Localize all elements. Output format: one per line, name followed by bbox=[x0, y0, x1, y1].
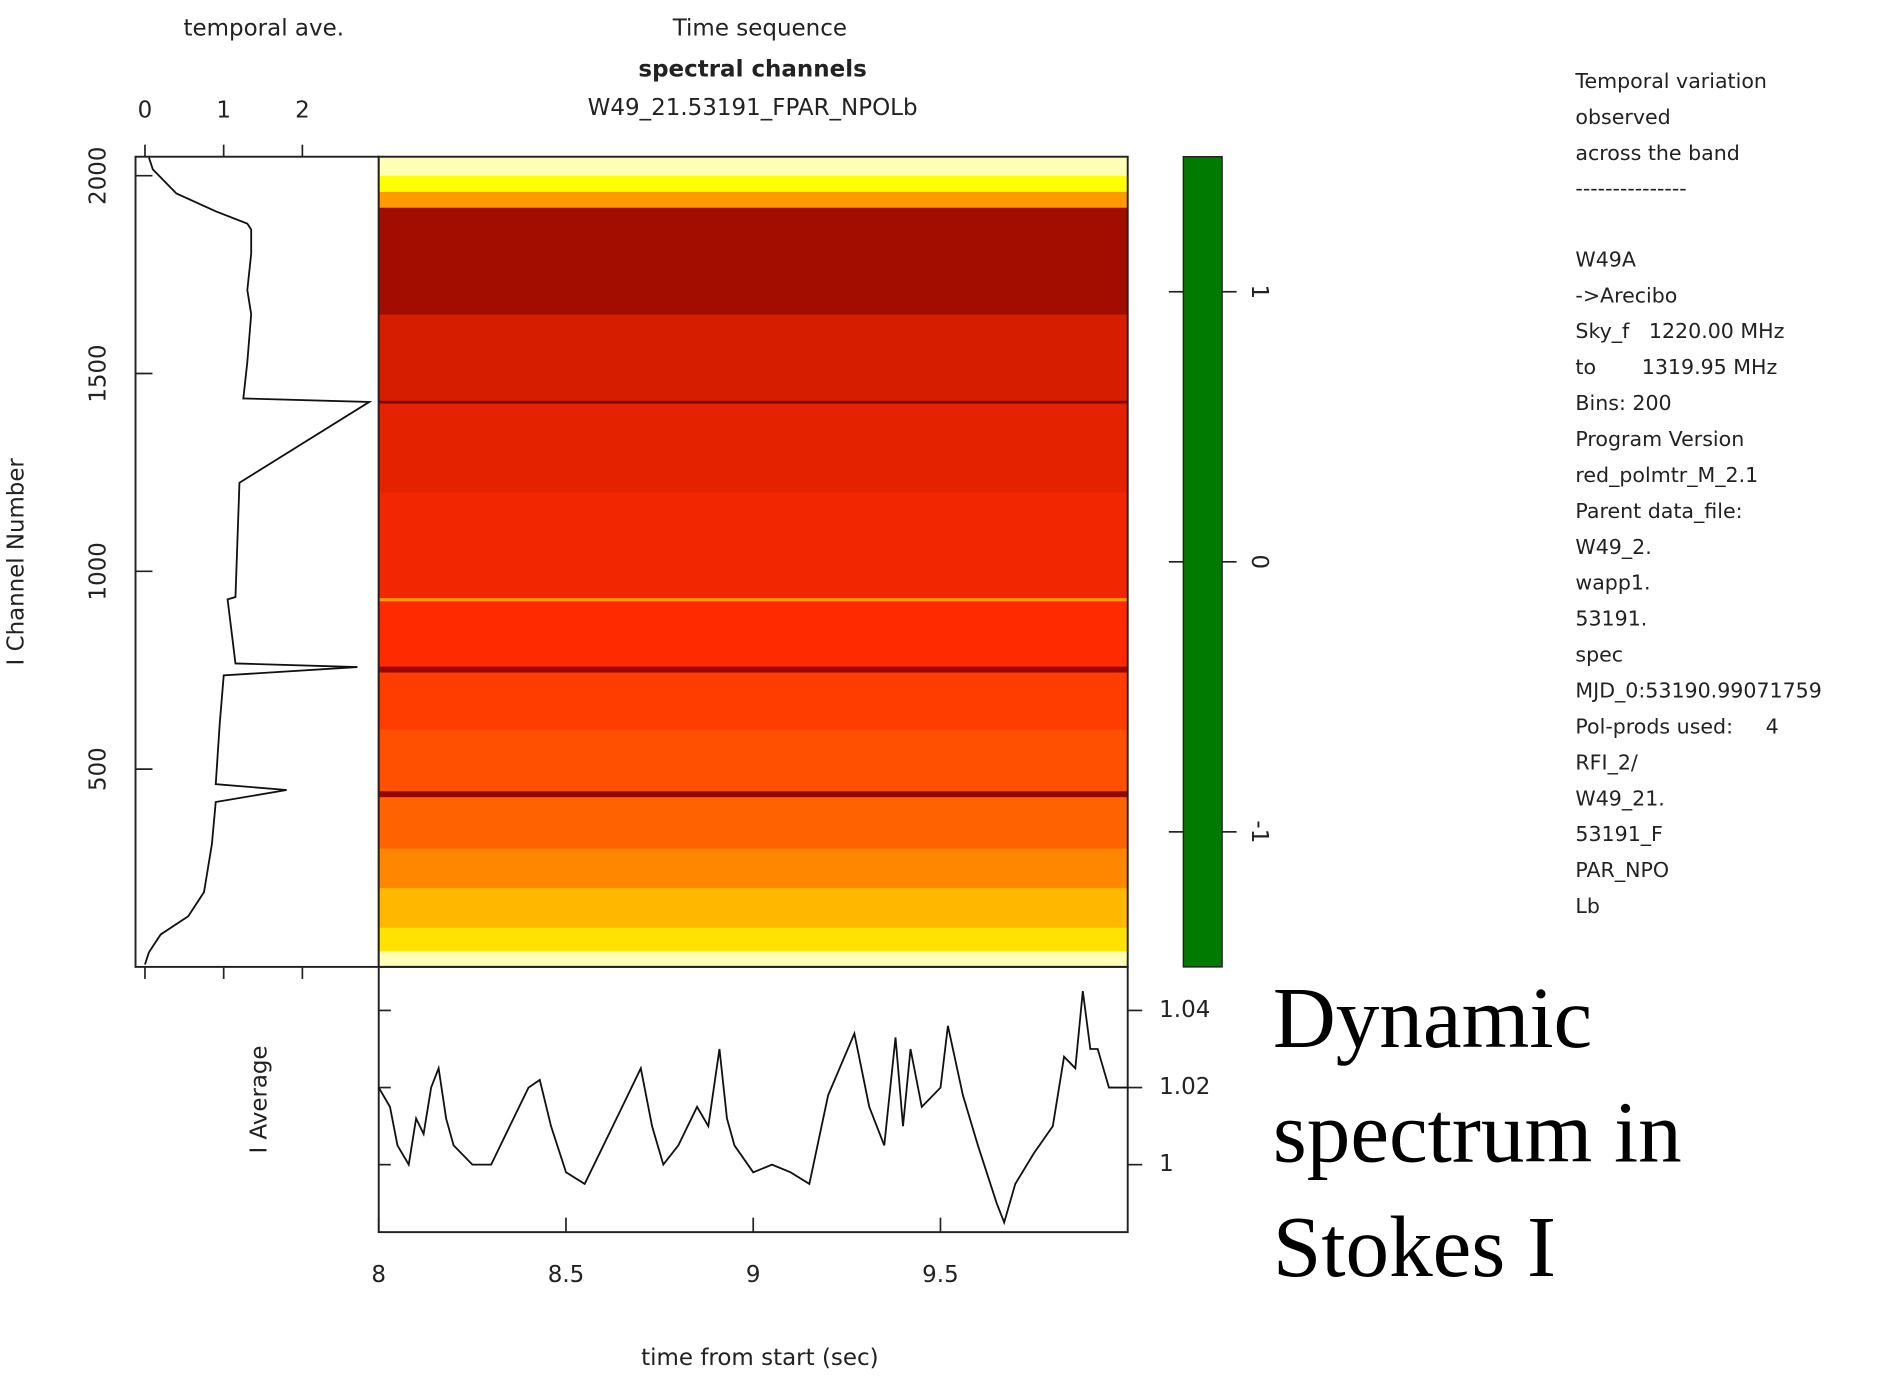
colorbar-tick-label: 1 bbox=[1246, 284, 1272, 299]
info-text: to 1319.95 MHz bbox=[1575, 355, 1777, 379]
y-tick-label: 1.02 bbox=[1159, 1074, 1210, 1100]
chart-title: Time sequence bbox=[672, 15, 847, 41]
y-tick-label: 500 bbox=[86, 747, 112, 791]
info-text: RFI_2/ bbox=[1575, 750, 1638, 774]
colorbar-tick-label: -1 bbox=[1246, 820, 1272, 843]
x-axis-label: time from start (sec) bbox=[641, 1345, 879, 1371]
heatmap-band bbox=[378, 729, 1128, 792]
heatmap-band bbox=[378, 156, 1128, 177]
info-text: Program Version bbox=[1575, 427, 1744, 451]
heatmap-band bbox=[378, 400, 1128, 404]
info-text: Sky_f 1220.00 MHz bbox=[1575, 319, 1784, 343]
info-text: W49_21. bbox=[1575, 786, 1664, 810]
colorbar bbox=[1182, 156, 1223, 968]
heatmap-band bbox=[378, 927, 1128, 952]
heatmap-band bbox=[378, 796, 1128, 849]
heatmap-band bbox=[378, 672, 1128, 730]
x-tick-label: 8 bbox=[371, 1262, 386, 1288]
x-tick-label: 1 bbox=[216, 97, 231, 123]
annotation: spectrum in bbox=[1273, 1085, 1682, 1181]
heatmap-band bbox=[378, 790, 1128, 798]
average-line bbox=[377, 991, 1128, 1226]
info-text: PAR_NPO bbox=[1575, 858, 1669, 882]
info-text: MJD_0:53190.99071759 bbox=[1575, 679, 1821, 703]
info-text: 53191_F bbox=[1575, 822, 1662, 846]
x-tick-label: 9.5 bbox=[922, 1262, 959, 1288]
y-axis-label: I Channel Number bbox=[3, 458, 29, 666]
annotation: Dynamic bbox=[1273, 970, 1592, 1066]
heatmap-band bbox=[378, 492, 1128, 599]
info-text: observed bbox=[1575, 105, 1670, 129]
heatmap-band bbox=[378, 191, 1128, 208]
info-text: wapp1. bbox=[1575, 571, 1650, 595]
annotation: Stokes I bbox=[1273, 1199, 1556, 1295]
heatmap-band bbox=[378, 403, 1128, 493]
y-axis-label: I Average bbox=[247, 1045, 273, 1153]
heatmap-band bbox=[378, 887, 1128, 928]
y-tick-label: 1 bbox=[1159, 1151, 1174, 1177]
chart-subtitle: spectral channels bbox=[638, 56, 866, 82]
dataset-name: W49_21.53191_FPAR_NPOLb bbox=[588, 95, 918, 121]
plot-frame bbox=[134, 155, 380, 968]
plot-frame bbox=[377, 965, 1129, 1234]
info-text: Temporal variation bbox=[1574, 69, 1767, 93]
colorbar-tick-label: 0 bbox=[1246, 555, 1272, 570]
info-divider: --------------- bbox=[1575, 177, 1686, 201]
heatmap-band bbox=[378, 951, 1128, 968]
y-tick-label: 2000 bbox=[86, 147, 112, 205]
info-text: spec bbox=[1575, 643, 1623, 667]
y-tick-label: 1000 bbox=[86, 542, 112, 600]
heatmap-band bbox=[378, 600, 1128, 667]
heatmap-band bbox=[378, 207, 1128, 315]
x-tick-label: 9 bbox=[746, 1262, 761, 1288]
info-text: 53191. bbox=[1575, 607, 1647, 631]
info-text: W49_2. bbox=[1575, 535, 1651, 559]
x-tick-label: 8.5 bbox=[548, 1262, 585, 1288]
heatmap-band bbox=[378, 314, 1128, 401]
info-text: across the band bbox=[1575, 141, 1739, 165]
info-text: Lb bbox=[1575, 894, 1599, 918]
info-text: Bins: 200 bbox=[1575, 391, 1671, 415]
info-text: Pol-prods used: 4 bbox=[1575, 714, 1778, 738]
heatmap-band bbox=[378, 848, 1128, 889]
x-tick-label: 0 bbox=[138, 97, 153, 123]
y-tick-label: 1500 bbox=[86, 344, 112, 402]
info-text: W49A bbox=[1575, 247, 1636, 271]
y-tick-label: 1.04 bbox=[1159, 997, 1210, 1023]
info-text: Parent data_file: bbox=[1575, 499, 1742, 523]
info-text: red_polmtr_M_2.1 bbox=[1575, 463, 1758, 487]
heatmap-band bbox=[378, 666, 1128, 673]
info-text: ->Arecibo bbox=[1575, 283, 1677, 307]
heatmap-band bbox=[378, 175, 1128, 192]
x-tick-label: 2 bbox=[295, 97, 310, 123]
profile-line bbox=[144, 157, 373, 965]
profile-title: temporal ave. bbox=[184, 15, 345, 41]
heatmap-band bbox=[378, 597, 1128, 602]
